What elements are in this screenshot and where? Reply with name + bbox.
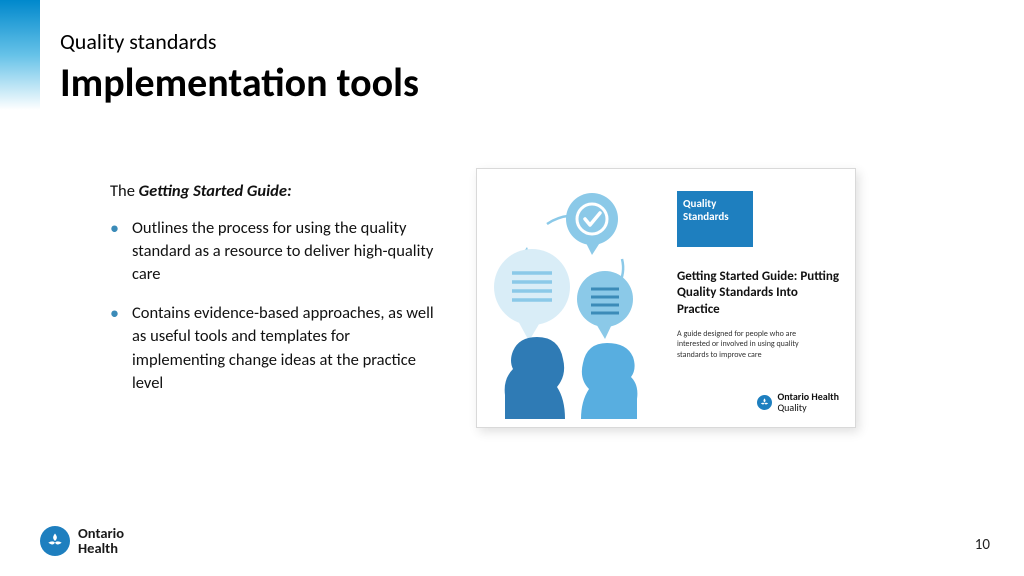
body-text: The Getting Started Guide: Outlines the … [110,180,440,411]
slide: Quality standards Implementation tools T… [0,0,1024,576]
card-logo-line2: Quality [777,403,839,414]
accent-bar [0,0,40,110]
lead-line: The Getting Started Guide: [110,180,440,203]
guide-illustration [487,179,667,419]
card-footer-logo: Ontario Health Quality [757,392,839,413]
footer-logo-line2: Health [78,541,124,556]
kicker-text: Quality standards [60,28,419,55]
lead-emphasis: Getting Started Guide: [139,181,292,201]
page-title: Implementation tools [60,61,419,105]
card-title: Getting Started Guide: Putting Quality S… [677,269,842,318]
bullet-list: Outlines the process for using the quali… [110,217,440,395]
quality-standards-badge: Quality Standards [677,191,753,247]
badge-line1: Quality [683,197,747,210]
trillium-icon [40,526,70,556]
footer-logo-text: Ontario Health [78,526,124,556]
card-subtitle: A guide designed for people who are inte… [677,329,827,360]
page-number: 10 [975,536,990,554]
badge-line2: Standards [683,210,747,223]
guide-card: Quality Standards Getting Started Guide:… [476,168,856,428]
list-item: Contains evidence-based approaches, as w… [110,302,440,394]
card-logo-text: Ontario Health Quality [777,392,839,413]
footer-logo: Ontario Health [40,526,124,556]
list-item: Outlines the process for using the quali… [110,217,440,286]
lead-prefix: The [110,181,139,201]
trillium-icon [757,395,772,410]
slide-header: Quality standards Implementation tools [60,28,419,105]
